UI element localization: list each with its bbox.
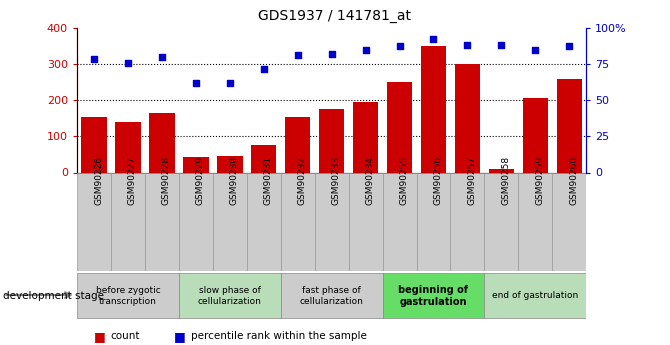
Bar — [353, 102, 379, 172]
Point — [360, 47, 371, 53]
Bar — [387, 82, 412, 172]
Bar — [145, 172, 179, 271]
Bar — [557, 79, 582, 172]
Text: GSM90257: GSM90257 — [468, 156, 476, 205]
Text: slow phase of
cellularization: slow phase of cellularization — [198, 286, 262, 306]
Bar — [421, 46, 446, 172]
Text: GSM90226: GSM90226 — [94, 156, 103, 205]
Bar — [115, 122, 141, 172]
Bar — [149, 113, 175, 172]
Bar — [484, 172, 519, 271]
Text: GSM90227: GSM90227 — [128, 156, 137, 205]
Point — [496, 42, 507, 48]
Text: GSM90258: GSM90258 — [501, 156, 511, 205]
Point — [259, 67, 269, 72]
Point — [394, 43, 405, 49]
Text: GDS1937 / 141781_at: GDS1937 / 141781_at — [259, 9, 411, 23]
Text: GSM90234: GSM90234 — [366, 156, 375, 205]
Bar — [484, 274, 586, 318]
Bar — [519, 172, 552, 271]
Text: GSM90231: GSM90231 — [264, 156, 273, 205]
Bar — [251, 145, 277, 172]
Text: GSM90256: GSM90256 — [433, 156, 442, 205]
Point — [428, 37, 439, 42]
Bar — [383, 172, 417, 271]
Text: count: count — [111, 332, 140, 341]
Bar — [179, 172, 213, 271]
Bar — [281, 274, 383, 318]
Bar — [213, 172, 247, 271]
Text: ■: ■ — [94, 330, 106, 343]
Text: before zygotic
transcription: before zygotic transcription — [96, 286, 160, 306]
Text: GSM90259: GSM90259 — [535, 156, 544, 205]
Bar — [217, 156, 243, 172]
Text: development stage: development stage — [3, 291, 105, 301]
Bar — [488, 169, 514, 172]
Text: GSM90228: GSM90228 — [162, 156, 171, 205]
Text: percentile rank within the sample: percentile rank within the sample — [191, 332, 367, 341]
Point — [326, 51, 337, 57]
Point — [292, 52, 303, 58]
Bar — [77, 172, 111, 271]
Bar — [285, 117, 310, 172]
Point — [224, 80, 235, 86]
Bar — [455, 64, 480, 172]
Bar — [552, 172, 586, 271]
Point — [123, 60, 133, 66]
Bar — [247, 172, 281, 271]
Bar — [383, 274, 484, 318]
Point — [530, 47, 541, 53]
Bar — [417, 172, 450, 271]
Text: ■: ■ — [174, 330, 186, 343]
Bar — [183, 157, 208, 172]
Text: fast phase of
cellularization: fast phase of cellularization — [299, 286, 364, 306]
Bar — [179, 274, 281, 318]
Point — [462, 42, 473, 48]
Bar — [348, 172, 383, 271]
Text: GSM90255: GSM90255 — [399, 156, 409, 205]
Text: GSM90229: GSM90229 — [196, 156, 205, 205]
Text: beginning of
gastrulation: beginning of gastrulation — [399, 285, 468, 307]
Point — [564, 43, 575, 49]
Bar — [111, 172, 145, 271]
Bar — [450, 172, 484, 271]
Text: GSM90232: GSM90232 — [297, 156, 307, 205]
Bar — [77, 274, 179, 318]
Bar — [523, 98, 548, 172]
Text: GSM90260: GSM90260 — [570, 156, 578, 205]
Bar — [319, 109, 344, 172]
Text: GSM90233: GSM90233 — [332, 156, 340, 205]
Text: GSM90230: GSM90230 — [230, 156, 239, 205]
Text: end of gastrulation: end of gastrulation — [492, 291, 578, 300]
Bar — [81, 117, 107, 172]
Bar — [281, 172, 315, 271]
Point — [190, 80, 201, 86]
Bar — [315, 172, 348, 271]
Point — [157, 55, 168, 60]
Point — [88, 56, 99, 62]
